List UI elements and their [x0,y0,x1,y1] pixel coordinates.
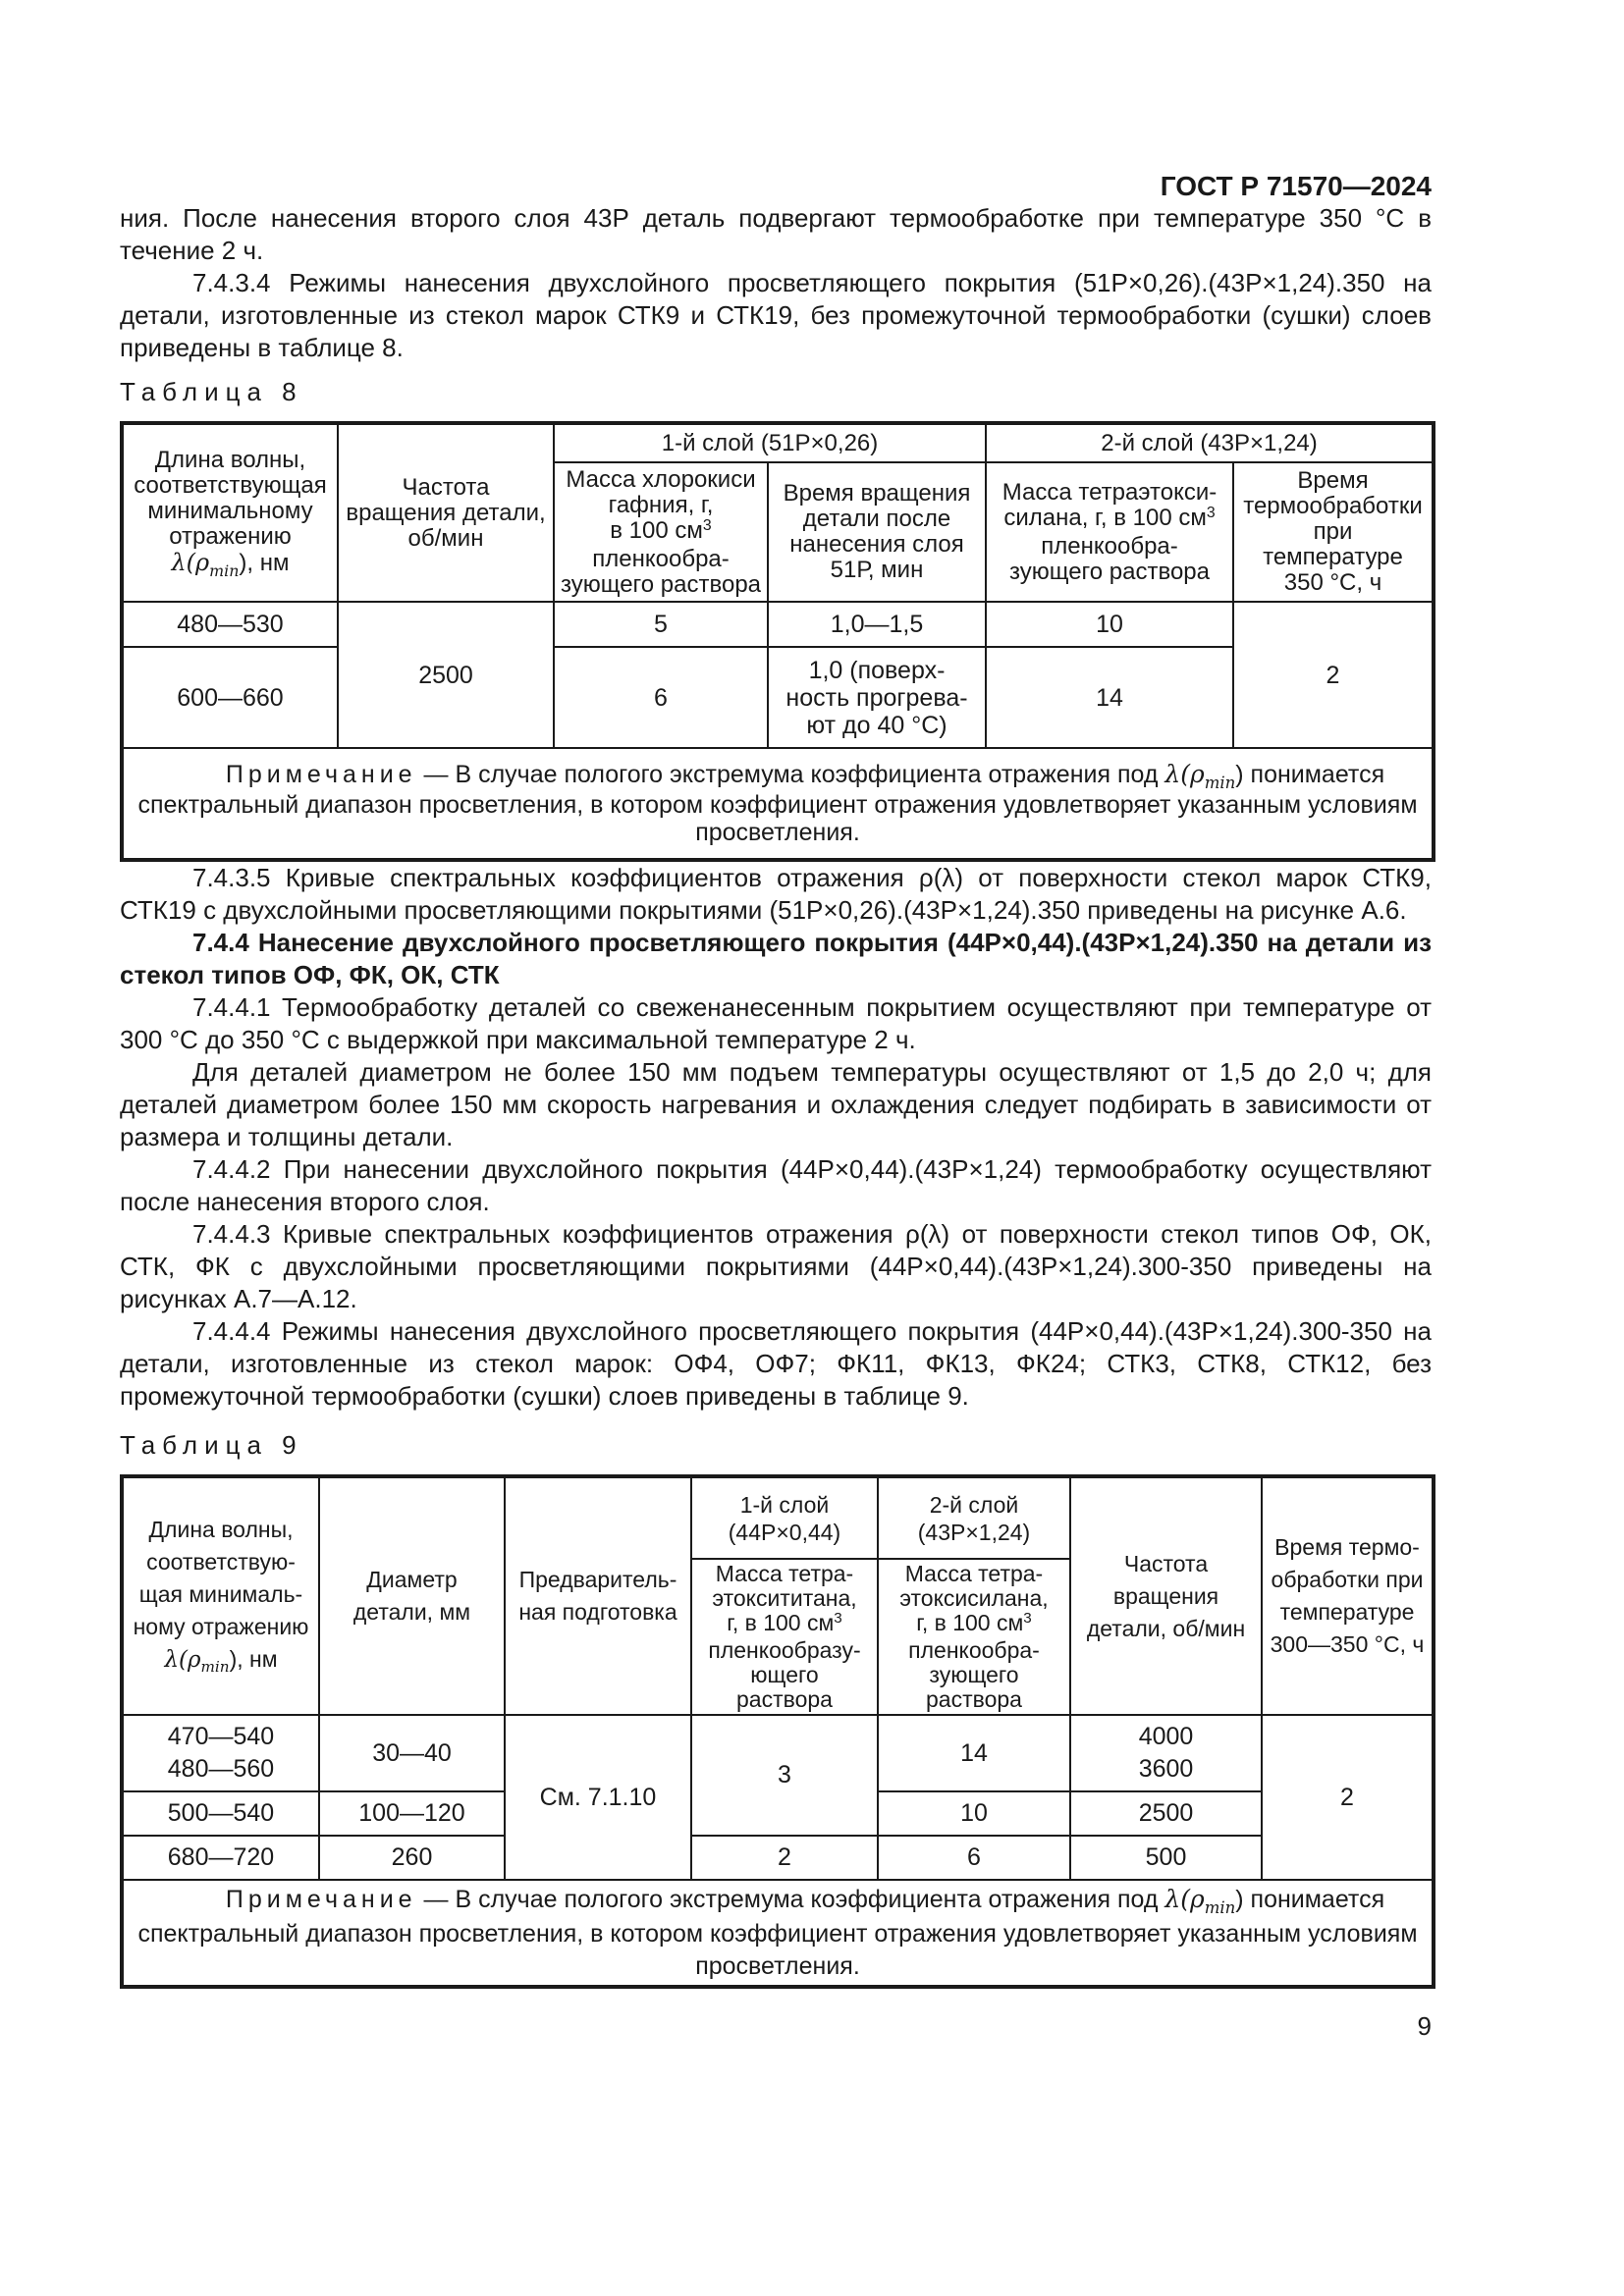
t9-cell-preparation: См. 7.1.10 [504,1714,692,1881]
paragraph-heating: Для деталей диаметром не более 150 мм по… [120,1057,1432,1151]
paragraph-7-4-3-4: 7.4.3.4 Режимы нанесения двухслойного пр… [120,268,1432,362]
t8-header-layer1-group: 1-й слой (51Р×0,26) [553,422,987,463]
t9-header-frequency: Частота вращения детали, об/мин [1069,1475,1263,1716]
t9-cell-mass2-r3: 6 [877,1835,1071,1881]
t8-wavelength-formula: λ(ρmin), нм [171,549,290,580]
paragraph-7-4-4-2: 7.4.4.2 При нанесении двухслойного покры… [120,1154,1432,1216]
paragraph-7-4-4-3: 7.4.4.3 Кривые спектральных коэффициенто… [120,1219,1432,1313]
t9-header-time: Время термо- обработки при температуре 3… [1261,1475,1435,1716]
t9-note: Примечание — В случае пологого экстремум… [121,1879,1435,1988]
t9-header-mass2: Масса тетра- этоксисилана, г, в 100 см3 п… [877,1558,1071,1716]
t9-cell-diameter-r3: 260 [318,1835,506,1881]
table9-label: Таблица 9 [120,1430,303,1460]
t9-header-wavelength: Длина волны, соответствую- щая минималь-… [121,1475,320,1716]
t8-cell-time1-r1: 1,0—1,5 [767,601,987,648]
t9-cell-mass2-r2: 10 [877,1790,1071,1837]
t8-header-mass1: Масса хлорокиси гафния, г, в 100 см3 плен… [553,461,769,603]
t9-header-layer2-group: 2-й слой (43Р×1,24) [877,1475,1071,1560]
t9-header-diameter: Диаметр детали, мм [318,1475,506,1716]
t8-cell-wavelength-r2: 600—660 [121,646,339,749]
t9-header-layer1-group: 1-й слой (44Р×0,44) [690,1475,879,1560]
paragraph-continuation: ния. После нанесения второго слоя 43Р де… [120,203,1432,265]
paragraph-7-4-4-1: 7.4.4.1 Термообработку деталей со свежен… [120,992,1432,1054]
t9-cell-diameter-r1: 30—40 [318,1714,506,1792]
t9-header-mass1: Масса тетра- этоксититана, г, в 100 см3 п… [690,1558,879,1716]
t8-header-wavelength: Длина волны, соответствующая минимальном… [121,422,339,603]
t9-cell-mass2-r1: 14 [877,1714,1071,1792]
t8-header-time1: Время вращения детали после нанесения сл… [767,461,987,603]
t9-header-preparation: Предваритель- ная подготовка [504,1475,692,1716]
t9-cell-wavelength-r2: 500—540 [121,1790,320,1837]
doc-number: ГОСТ Р 71570—2024 [1160,171,1432,201]
t8-cell-mass2-r2: 14 [985,646,1234,749]
table-9: Длина волны, соответствую- щая минималь-… [120,1474,1435,1989]
t9-cell-diameter-r2: 100—120 [318,1790,506,1837]
t9-cell-wavelength-r3: 680—720 [121,1835,320,1881]
t8-header-frequency: Частота вращения детали, об/мин [337,422,555,603]
t8-header-mass2: Масса тетраэтокси- силана, г, в 100 см3 п… [985,461,1234,603]
t9-wavelength-formula: λ(ρmin), нм [164,1646,278,1677]
page-content: ГОСТ Р 71570—2024 ния. После нанесения в… [120,0,1435,2042]
t8-cell-mass2-r1: 10 [985,601,1234,648]
t9-cell-frequency-r3: 500 [1069,1835,1263,1881]
t8-cell-mass1-r1: 5 [553,601,769,648]
paragraph-7-4-3-5: 7.4.3.5 Кривые спектральных коэффициенто… [120,863,1432,925]
t8-note: Примечание — В случае пологого экстремум… [121,747,1435,861]
t8-header-layer2-group: 2-й слой (43Р×1,24) [985,422,1435,463]
t9-cell-mass1-r3: 2 [690,1835,879,1881]
heading-7-4-4: 7.4.4 Нанесение двухслойного просветляющ… [120,928,1432,989]
t9-cell-wavelength-r1: 470—540 480—560 [121,1714,320,1792]
paragraph-7-4-4-4: 7.4.4.4 Режимы нанесения двухслойного пр… [120,1316,1432,1411]
t8-cell-time1-r2: 1,0 (поверх- ность прогрева- ют до 40 °С… [767,646,987,749]
table8-label: Таблица 8 [120,377,303,406]
t9-cell-time: 2 [1261,1714,1435,1881]
page-number: 9 [1417,2011,1432,2041]
table-8: Длина волны, соответствующая минимальном… [120,421,1435,862]
t8-cell-wavelength-r1: 480—530 [121,601,339,648]
t8-cell-mass1-r2: 6 [553,646,769,749]
t8-cell-frequency: 2500 [337,601,555,749]
t8-header-time2: Время термообработки при температуре 350… [1232,461,1435,603]
t9-cell-mass1-r12: 3 [690,1714,879,1837]
t8-cell-time2: 2 [1232,601,1435,749]
t9-cell-frequency-r2: 2500 [1069,1790,1263,1837]
t9-cell-frequency-r1: 4000 3600 [1069,1714,1263,1792]
